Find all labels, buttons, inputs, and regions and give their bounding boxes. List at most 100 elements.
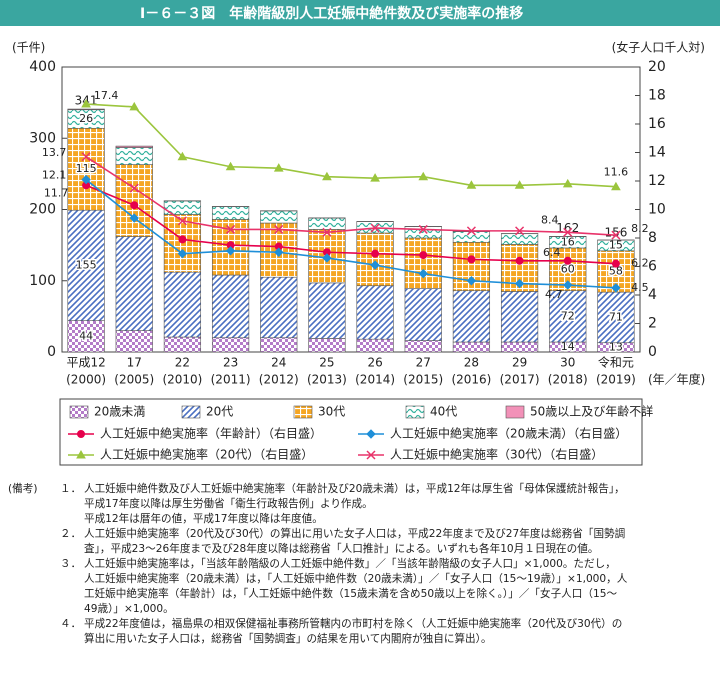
x-tick-sublabel: (2000) [66, 373, 106, 387]
line-label: 17.4 [94, 89, 119, 102]
title-bar [0, 0, 720, 26]
bar-label: 155 [76, 258, 97, 271]
line-marker [274, 247, 284, 257]
bar-label: 44 [79, 329, 93, 342]
x-tick-label: 29 [512, 356, 527, 370]
bar-segment [260, 210, 298, 224]
line-marker [81, 152, 91, 162]
bar-segment [356, 232, 394, 287]
line-marker [514, 278, 525, 289]
note-line: 査」，平成23～26年度まで及び28年度以降は総務省「人口推計」による。いずれも… [84, 542, 598, 555]
bar-segment [308, 217, 346, 230]
y2-tick-label: 8 [648, 230, 657, 246]
bar-segment [163, 271, 202, 338]
x-axis-label: (年／年度) [648, 372, 705, 387]
bar-label: 115 [76, 162, 97, 175]
note-number: ４． [60, 618, 81, 630]
y2-tick-label: 6 [648, 259, 657, 275]
bar-label: 26 [79, 112, 93, 125]
bar-label: 58 [609, 264, 623, 277]
y2-tick-label: 0 [648, 344, 657, 360]
x-tick-label: 24 [271, 356, 286, 370]
line-label: 8.2 [631, 222, 649, 235]
y-tick-label: 0 [47, 344, 56, 360]
line-label: 6.2 [631, 257, 649, 270]
bar-segment [452, 231, 491, 243]
total-label: 156 [604, 225, 627, 239]
bar-segment [260, 276, 298, 339]
note-line: 平成22年度値は，福島県の相双保健福祉事務所管轄内の市町村を除く（人工妊娠中絶実… [84, 617, 622, 630]
line-marker [226, 224, 236, 234]
legend-label: 人工妊娠中絶実施率（20歳未満）（右目盛） [390, 426, 627, 441]
legend-swatch [181, 405, 201, 419]
bar-segment [67, 127, 105, 211]
line-marker [225, 161, 236, 171]
legend-swatch [69, 405, 89, 419]
x-tick-sublabel: (2005) [114, 373, 154, 387]
bar-segment [452, 290, 491, 343]
bar-segment [356, 338, 394, 353]
y-tick-label: 100 [29, 273, 56, 289]
line-marker [177, 151, 188, 161]
line-label: 13.7 [42, 146, 67, 159]
bar-segment [211, 274, 250, 339]
bar-segment [452, 341, 491, 353]
line-marker [129, 213, 139, 223]
line-marker [130, 201, 139, 210]
x-tick-sublabel: (2015) [403, 373, 443, 387]
line-marker [274, 224, 284, 234]
line-marker [611, 259, 620, 268]
x-tick-sublabel: (2019) [596, 373, 636, 387]
line-label: 8.4 [541, 213, 559, 226]
bar-segment [115, 236, 153, 331]
line-marker [563, 280, 573, 290]
legend-swatch [293, 405, 313, 419]
note-number: ３． [60, 558, 81, 570]
line-marker [466, 226, 476, 236]
line-marker [515, 226, 525, 236]
x-tick-label: 22 [175, 356, 190, 370]
line-marker [370, 260, 380, 270]
line-marker [273, 163, 284, 172]
bar-segment [549, 290, 587, 343]
bar-segment [67, 108, 105, 111]
bar-segment [211, 206, 250, 220]
x-tick-sublabel: (2011) [211, 373, 251, 387]
legend-label: 50歳以上及び年齢不詳 [530, 404, 653, 419]
line-marker [81, 174, 91, 185]
x-tick-label: 27 [416, 356, 431, 370]
y-tick-label: 300 [29, 130, 56, 146]
line-marker [563, 256, 572, 265]
line-marker [562, 178, 573, 188]
bar-label: 60 [561, 262, 575, 275]
line-marker [178, 235, 187, 244]
note-number: ２． [60, 528, 81, 540]
note-line: 人工妊娠中絶実施率は，「当該年齢階級の人工妊娠中絶件数」／「当該年齢階級の女子人… [84, 557, 616, 570]
y2-tick-label: 2 [648, 316, 657, 332]
bar-segment [404, 288, 442, 341]
x-tick-label: 17 [127, 356, 142, 370]
line-marker [370, 173, 380, 182]
bar-segment [115, 147, 153, 165]
bar-segment [500, 341, 539, 353]
y2-tick-label: 16 [648, 116, 666, 132]
legend-label: 人工妊娠中絶実施率（年齢計）（右目盛） [100, 426, 322, 441]
line-label: 11.7 [44, 186, 69, 199]
bar-segment [500, 291, 539, 343]
legend-label: 人工妊娠中絶実施率（20代）（右目盛） [100, 447, 313, 462]
legend-marker [77, 430, 85, 438]
x-tick-label: 令和元 [598, 355, 634, 370]
line-marker [466, 180, 477, 189]
x-tick-sublabel: (2017) [500, 373, 540, 387]
bar-segment [500, 233, 539, 245]
x-tick-sublabel: (2010) [162, 373, 202, 387]
line-label: 12.1 [42, 169, 67, 182]
line-marker [371, 249, 380, 258]
bar-segment [404, 237, 442, 289]
line-marker [322, 253, 332, 263]
x-tick-label: 30 [560, 356, 575, 370]
line-marker [418, 171, 429, 181]
y2-tick-label: 10 [648, 202, 666, 218]
bar-label: 16 [561, 235, 575, 248]
